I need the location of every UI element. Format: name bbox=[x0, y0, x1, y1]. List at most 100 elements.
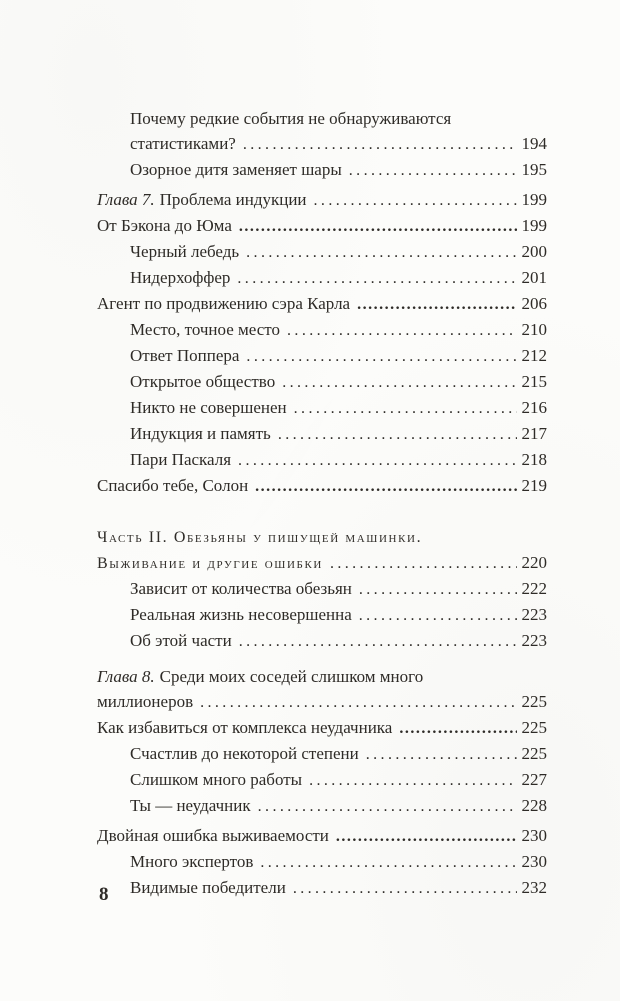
toc-entry: Индукция и память 217 bbox=[97, 421, 547, 447]
toc-entry-label: Почему редкие события не обнаруживаются bbox=[130, 109, 452, 128]
toc-entry: Глава 7.Проблема индукции 199 bbox=[97, 187, 547, 213]
toc-entry-page-number: 225 bbox=[521, 692, 548, 711]
toc-entry: Глава 8. Среди моих соседей слишком много bbox=[97, 664, 547, 689]
toc-entry-label: Ты — неудачник bbox=[130, 796, 251, 815]
toc-entry: миллионеров 225 bbox=[97, 689, 547, 715]
toc-entry-page-number: 223 bbox=[521, 631, 548, 650]
toc-entry: Выживание и другие ошибки 220 bbox=[97, 550, 547, 576]
toc-entry-page-number: 219 bbox=[521, 476, 548, 495]
dot-leader bbox=[278, 421, 517, 447]
dot-leader bbox=[246, 343, 516, 369]
toc-entry-page-number: 232 bbox=[521, 878, 548, 897]
dot-leader bbox=[359, 576, 517, 602]
toc-entry: Место, точное место 210 bbox=[97, 317, 547, 343]
dot-leader bbox=[238, 447, 516, 473]
toc-entry-label: Реальная жизнь несовершенна bbox=[130, 605, 352, 624]
dot-leader bbox=[314, 187, 517, 213]
dot-leader bbox=[309, 767, 516, 793]
toc-entry-label: Никто не совершенен bbox=[130, 398, 287, 417]
dot-leader bbox=[243, 131, 517, 157]
toc-entry: Часть II. Обезьяны у пишущей машинки. bbox=[97, 525, 547, 550]
toc-entry-page-number: 230 bbox=[521, 852, 548, 871]
toc-entry-label: Об этой части bbox=[130, 631, 232, 650]
toc-entry: Открытое общество 215 bbox=[97, 369, 547, 395]
dot-leader bbox=[349, 157, 517, 183]
toc-entry-label: Видимые победители bbox=[130, 878, 286, 897]
toc-entry: Озорное дитя заменяет шары 195 bbox=[97, 157, 547, 183]
toc-entry: Счастлив до некоторой степени 225 bbox=[97, 741, 547, 767]
toc-entry: Как избавиться от комплекса неудачника 22… bbox=[97, 715, 547, 741]
toc-entry-label: Глава 8. Среди моих соседей слишком много bbox=[97, 664, 423, 689]
toc-entry-page-number: 210 bbox=[521, 320, 548, 339]
dot-leader bbox=[330, 550, 517, 576]
toc-entry: Нидерхоффер 201 bbox=[97, 265, 547, 291]
toc-entry-page-number: 199 bbox=[521, 216, 548, 235]
toc-entry-label: Пари Паскаля bbox=[130, 450, 232, 469]
dot-leader bbox=[359, 602, 517, 628]
toc-entry-page-number: 200 bbox=[521, 242, 548, 261]
toc-entry: Ответ Поппера 212 bbox=[97, 343, 547, 369]
dot-leader bbox=[336, 823, 517, 849]
toc-entry: От Бэкона до Юма 199 bbox=[97, 213, 547, 239]
toc-entry-label: Глава 7. Проблема индукции bbox=[97, 187, 307, 212]
dot-leader bbox=[239, 213, 517, 239]
toc-entry-page-number: 227 bbox=[521, 770, 548, 789]
folio-page-number: 8 bbox=[99, 884, 109, 905]
toc-entry-label: Ответ Поппера bbox=[130, 346, 240, 365]
toc-entry-page-number: 199 bbox=[521, 190, 548, 209]
toc-entry-page-number: 220 bbox=[521, 553, 548, 572]
toc-entry-label: Место, точное место bbox=[130, 320, 281, 339]
toc-entry-text: Проблема индукции bbox=[159, 190, 307, 209]
toc-entry: Слишком много работы 227 bbox=[97, 767, 547, 793]
toc-entry-text: Среди моих соседей слишком много bbox=[159, 667, 424, 686]
toc-entry: Никто не совершенен 216 bbox=[97, 395, 547, 421]
dot-leader bbox=[293, 875, 517, 901]
toc-entry: Много экспертов 230 bbox=[97, 849, 547, 875]
toc-entry: Ты — неудачник 228 bbox=[97, 793, 547, 819]
toc-entry-label: статистиками? bbox=[130, 134, 236, 153]
toc-entry-label: Как избавиться от комплекса неудачника bbox=[97, 718, 393, 737]
dot-leader bbox=[200, 689, 516, 715]
toc-entry-page-number: 230 bbox=[521, 826, 548, 845]
dot-leader bbox=[366, 741, 517, 767]
toc-entry: Двойная ошибка выживаемости 230 bbox=[97, 823, 547, 849]
toc-entry: Черный лебедь 200 bbox=[97, 239, 547, 265]
toc-entry: Пари Паскаля 218 bbox=[97, 447, 547, 473]
toc-entry-label: Открытое общество bbox=[130, 372, 276, 391]
dot-leader bbox=[239, 628, 517, 654]
toc-entry-page-number: 217 bbox=[521, 424, 548, 443]
toc-entry-label: миллионеров bbox=[97, 692, 194, 711]
dot-leader bbox=[255, 473, 516, 499]
dot-leader bbox=[246, 239, 516, 265]
toc-entry-page-number: 216 bbox=[521, 398, 548, 417]
toc-entry-label: Черный лебедь bbox=[130, 242, 240, 261]
dot-leader bbox=[399, 715, 516, 741]
toc-entry-page-number: 225 bbox=[521, 718, 548, 737]
toc-entry-label: От Бэкона до Юма bbox=[97, 216, 232, 235]
toc-entry-label: Озорное дитя заменяет шары bbox=[130, 160, 342, 179]
toc-entry: Зависит от количества обезьян 222 bbox=[97, 576, 547, 602]
dot-leader bbox=[287, 317, 516, 343]
toc-entry-page-number: 194 bbox=[521, 134, 548, 153]
toc-entry: Спасибо тебе, Солон 219 bbox=[97, 473, 547, 499]
toc-entry-page-number: 225 bbox=[521, 744, 548, 763]
toc-entry-page-number: 201 bbox=[521, 268, 548, 287]
chapter-number-prefix: Глава 7. bbox=[97, 190, 155, 209]
dot-leader bbox=[258, 793, 517, 819]
dot-leader bbox=[357, 291, 516, 317]
toc-entry-label: Выживание и другие ошибки bbox=[97, 555, 323, 572]
dot-leader bbox=[294, 395, 517, 421]
dot-leader bbox=[237, 265, 516, 291]
toc-entry-label: Слишком много работы bbox=[130, 770, 303, 789]
toc-entry: Почему редкие события не обнаруживаются bbox=[97, 106, 547, 131]
toc-entry-page-number: 206 bbox=[521, 294, 548, 313]
toc-entry-label: Часть II. Обезьяны у пишущей машинки. bbox=[97, 529, 423, 546]
toc-entry-page-number: 222 bbox=[521, 579, 548, 598]
toc-entry: Реальная жизнь несовершенна 223 bbox=[97, 602, 547, 628]
chapter-number-prefix: Глава 8. bbox=[97, 667, 155, 686]
dot-leader bbox=[282, 369, 516, 395]
toc-entry-label: Двойная ошибка выживаемости bbox=[97, 826, 329, 845]
toc-entry: Видимые победители 232 bbox=[97, 875, 547, 901]
dot-leader bbox=[260, 849, 516, 875]
